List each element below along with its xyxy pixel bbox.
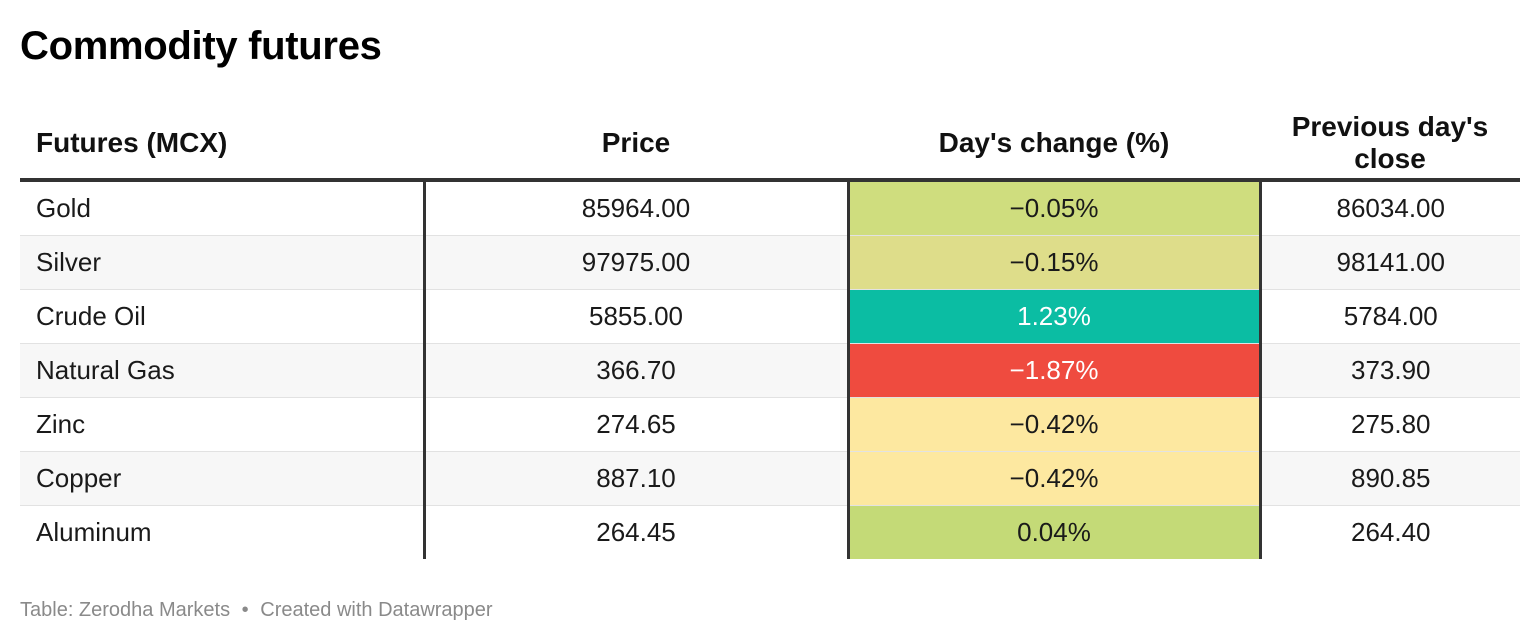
cell-previous-close: 373.90: [1260, 343, 1520, 398]
cell-commodity-name: Copper: [20, 451, 426, 506]
footer-separator: •: [241, 599, 249, 621]
table-body: Gold 85964.00 −0.05% 86034.00 Silver 97975.00…: [20, 180, 1520, 559]
table-row: Gold 85964.00 −0.05% 86034.00: [20, 180, 1520, 236]
cell-previous-close: 98141.00: [1260, 235, 1520, 290]
table-row: Copper 887.10 −0.42% 890.85: [20, 451, 1520, 506]
chart-title: Commodity futures: [20, 24, 382, 68]
cell-day-change: −0.15%: [848, 235, 1262, 290]
cell-previous-close: 264.40: [1350, 517, 1431, 547]
cell-commodity-name: Zinc: [20, 397, 426, 452]
cell-price: 264.45: [424, 505, 850, 559]
credit-note: Created with Datawrapper: [260, 599, 493, 621]
cell-commodity-name: Natural Gas: [20, 343, 426, 398]
commodity-table: Futures (MCX) Price Day's change (%) Pre…: [20, 108, 1520, 559]
table-row: Natural Gas 366.70 −1.87% 373.90: [20, 343, 1520, 398]
cell-previous-close: 890.85: [1260, 451, 1520, 506]
cell-commodity-name: Aluminum: [20, 505, 426, 559]
cell-commodity-name: Gold: [20, 180, 426, 236]
table-row: Zinc 274.65 −0.42% 275.80: [20, 397, 1520, 452]
cell-previous-close: 275.80: [1260, 397, 1520, 452]
column-header-futures[interactable]: Futures (MCX): [20, 108, 424, 182]
cell-day-change: −1.87%: [848, 343, 1262, 398]
source-note: Table: Zerodha Markets: [20, 599, 231, 621]
cell-price: 85964.00: [424, 180, 850, 236]
table-row: Aluminum 264.45 0.04% 264.40: [20, 505, 1520, 559]
cell-price: 97975.00: [424, 235, 850, 290]
cell-day-change: −0.42%: [848, 397, 1262, 452]
column-header-change[interactable]: Day's change (%): [848, 108, 1260, 182]
column-header-prev-close[interactable]: Previous day's close: [1260, 108, 1520, 182]
chart-footer: Table: Zerodha Markets • Created with Da…: [20, 597, 493, 623]
column-header-price[interactable]: Price: [424, 108, 848, 182]
table-row: Crude Oil 5855.00 1.23% 5784.00: [20, 289, 1520, 344]
cell-day-change: 1.23%: [848, 289, 1262, 344]
cell-day-change: −0.42%: [848, 451, 1262, 506]
cell-price: 887.10: [424, 451, 850, 506]
cell-day-change: 0.04%: [848, 505, 1262, 559]
cell-previous-close: 5784.00: [1260, 289, 1520, 344]
table-header-row: Futures (MCX) Price Day's change (%) Pre…: [20, 108, 1520, 182]
cell-day-change: −0.05%: [848, 180, 1262, 236]
cell-price: 5855.00: [424, 289, 850, 344]
cell-commodity-name: Silver: [20, 235, 426, 290]
cell-price: 366.70: [424, 343, 850, 398]
cell-previous-close: 86034.00: [1260, 180, 1520, 236]
cell-commodity-name: Crude Oil: [20, 289, 426, 344]
table-row: Silver 97975.00 −0.15% 98141.00: [20, 235, 1520, 290]
cell-price: 274.65: [424, 397, 850, 452]
